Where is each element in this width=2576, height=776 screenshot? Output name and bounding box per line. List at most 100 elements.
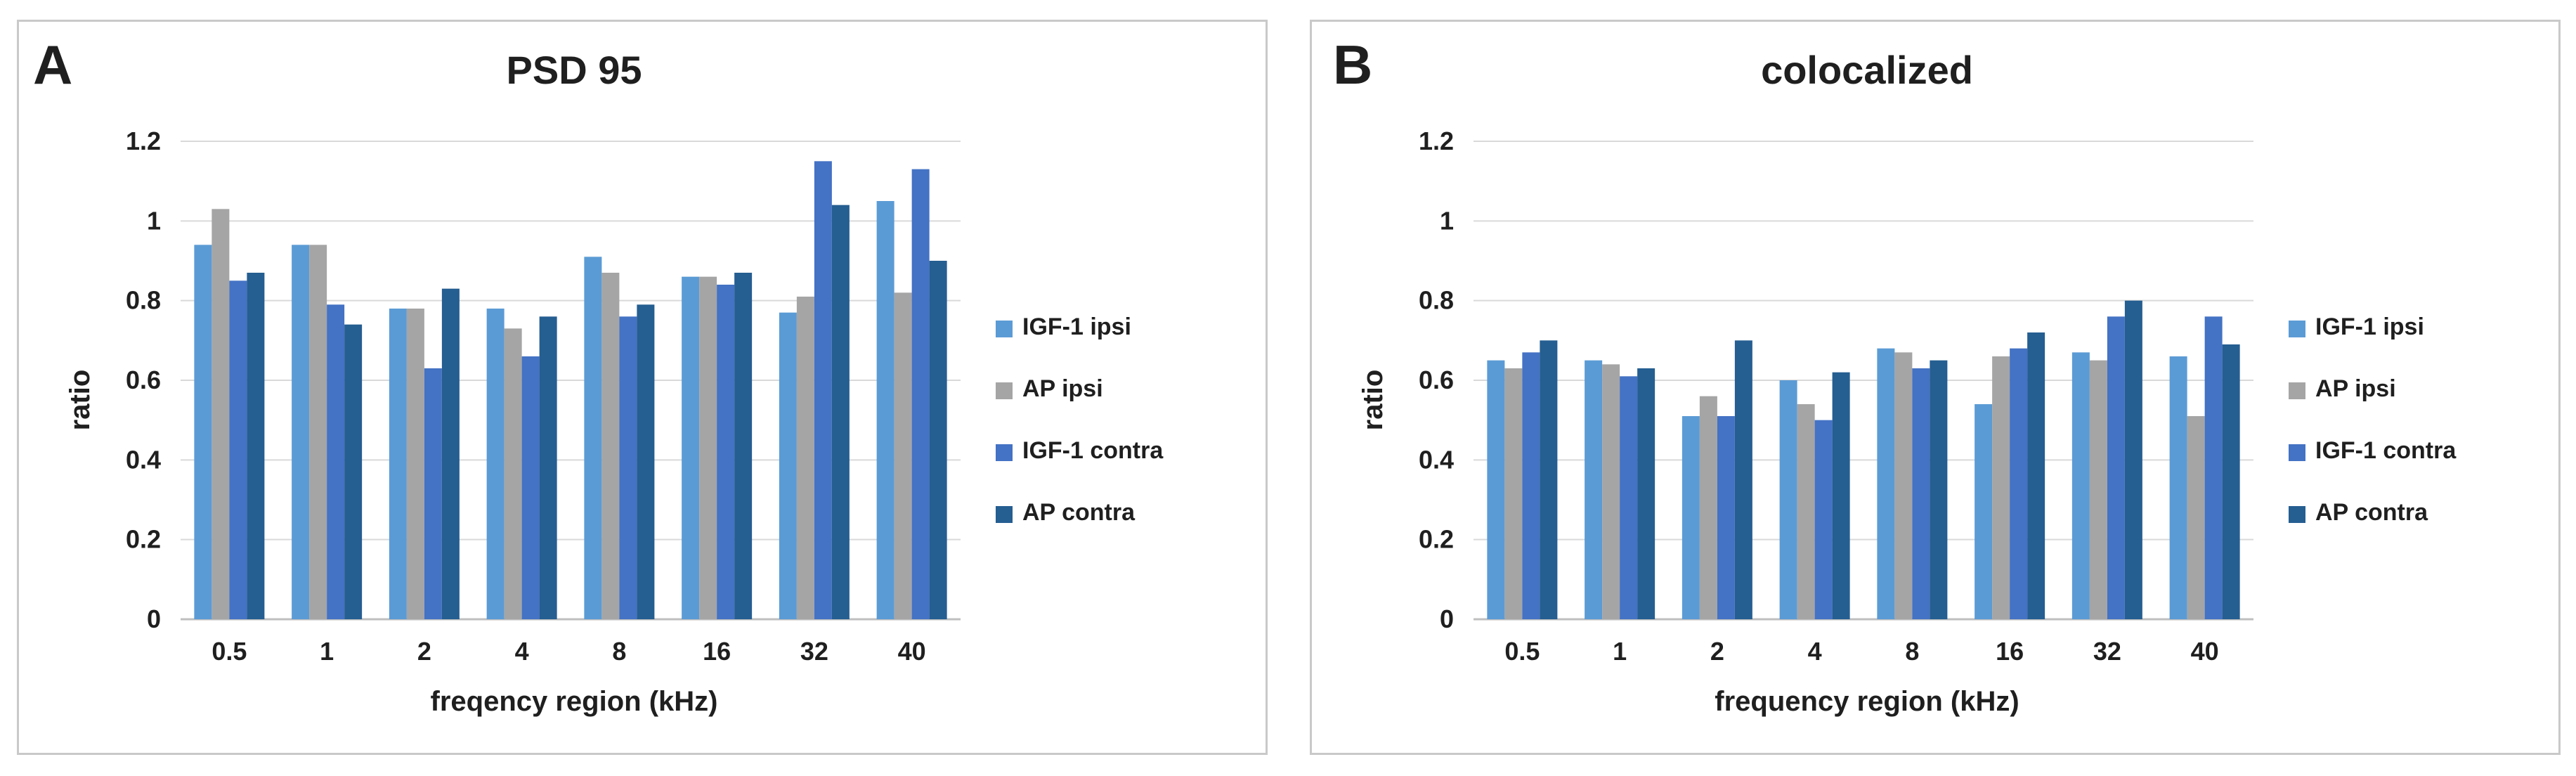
x-tick-label: 1 [1613, 637, 1627, 666]
bar [779, 312, 797, 619]
x-tick-label: 4 [1808, 637, 1822, 666]
chart-panel-b: B colocalized ratio frequency region (kH… [1310, 20, 2561, 755]
bar [1975, 404, 1993, 619]
bar [734, 273, 753, 619]
bar [876, 201, 895, 619]
x-axis-label: frequency region (kHz) [1715, 686, 2019, 717]
y-tick-label: 0.8 [1419, 286, 1454, 315]
x-tick-labels: 0.5 1 2 4 8 16 32 40 [1504, 637, 2218, 666]
legend-swatch [996, 382, 1013, 399]
bar [814, 161, 832, 620]
chart-title: PSD 95 [507, 48, 642, 92]
bar [796, 297, 814, 619]
legend: IGF-1 ipsi AP ipsi IGF-1 contra AP contra [996, 313, 1164, 526]
legend-swatch [2289, 382, 2305, 399]
y-tick-label: 0.2 [126, 525, 161, 554]
legend-label: IGF-1 ipsi [1022, 313, 1131, 340]
bar [584, 257, 602, 619]
bar [682, 276, 700, 619]
y-tick-label: 0.8 [126, 286, 161, 315]
y-tick-label: 0.4 [126, 445, 161, 474]
bar [229, 280, 247, 619]
x-tick-label: 1 [320, 637, 334, 666]
bar [2089, 360, 2107, 619]
bar [601, 273, 620, 619]
panel-letter: A [33, 34, 72, 96]
x-tick-label: 0.5 [1504, 637, 1540, 666]
bar [717, 285, 735, 619]
bar [2010, 348, 2028, 619]
bar [292, 245, 310, 619]
x-tick-label: 4 [515, 637, 529, 666]
legend-swatch [2289, 444, 2305, 461]
chart-panel-a: A PSD 95 ratio freqency region (kHz) 0 0.… [17, 20, 1268, 755]
bar [1522, 352, 1540, 619]
y-axis-label: ratio [65, 370, 96, 431]
bar [2027, 332, 2045, 619]
bar [894, 292, 912, 619]
bar [1717, 416, 1735, 619]
legend-label: AP ipsi [2315, 375, 2396, 402]
y-tick-label: 0.4 [1419, 445, 1454, 474]
bar [1504, 368, 1523, 619]
y-tick-label: 1.2 [126, 127, 161, 155]
bar [247, 273, 265, 619]
x-tick-label: 40 [2191, 637, 2219, 666]
bar [2187, 416, 2205, 619]
bar [637, 304, 655, 619]
bar [1699, 396, 1717, 619]
bar [309, 245, 327, 619]
bar [1912, 368, 1930, 619]
y-tick-label: 0 [1440, 604, 1454, 633]
bar [406, 309, 424, 619]
bar [1602, 364, 1620, 619]
panel-letter: B [1333, 34, 1372, 96]
bar [1894, 352, 1913, 619]
bar [1620, 376, 1638, 619]
gridlines: 0 0.2 0.4 0.6 0.8 1 1.2 [126, 127, 961, 633]
legend-swatch [996, 506, 1013, 523]
y-tick-label: 0 [147, 604, 161, 633]
bar [619, 316, 637, 619]
bar [1797, 404, 1815, 619]
bar [1877, 348, 1895, 619]
bar [1832, 372, 1850, 619]
legend-label: AP ipsi [1022, 375, 1103, 402]
x-tick-label: 0.5 [212, 637, 247, 666]
bar [521, 356, 540, 619]
legend-label: IGF-1 contra [1022, 437, 1164, 464]
y-tick-label: 1.2 [1419, 127, 1454, 155]
y-tick-label: 1 [147, 206, 161, 235]
bar [1930, 360, 1948, 619]
bar [911, 169, 930, 619]
x-tick-label: 32 [2093, 637, 2121, 666]
bar [1734, 340, 1752, 619]
bar [1540, 340, 1558, 619]
chart-title: colocalized [1761, 48, 1973, 92]
bar [2071, 352, 2090, 619]
x-axis-label: freqency region (kHz) [431, 686, 718, 717]
bar [1585, 360, 1603, 619]
y-tick-label: 0.6 [1419, 366, 1454, 394]
psd95-chart: A PSD 95 ratio freqency region (kHz) 0 0.… [33, 34, 1164, 717]
bar [1637, 368, 1655, 619]
x-tick-label: 16 [703, 637, 731, 666]
bar [1814, 420, 1833, 619]
legend-label: IGF-1 contra [2315, 437, 2457, 464]
bar [344, 324, 363, 619]
bar [1487, 360, 1505, 619]
x-tick-label: 2 [1710, 637, 1724, 666]
y-tick-label: 0.2 [1419, 525, 1454, 554]
x-tick-label: 2 [417, 637, 431, 666]
bars [194, 161, 947, 620]
bars [1487, 300, 2240, 619]
bar [2124, 300, 2142, 619]
bar [2204, 316, 2223, 619]
bar [2222, 344, 2240, 619]
x-tick-labels: 0.5 1 2 4 8 16 32 40 [212, 637, 925, 666]
bar [424, 368, 442, 619]
bar [389, 309, 407, 619]
legend-swatch [2289, 506, 2305, 523]
y-tick-label: 1 [1440, 206, 1454, 235]
bar [1779, 380, 1797, 619]
